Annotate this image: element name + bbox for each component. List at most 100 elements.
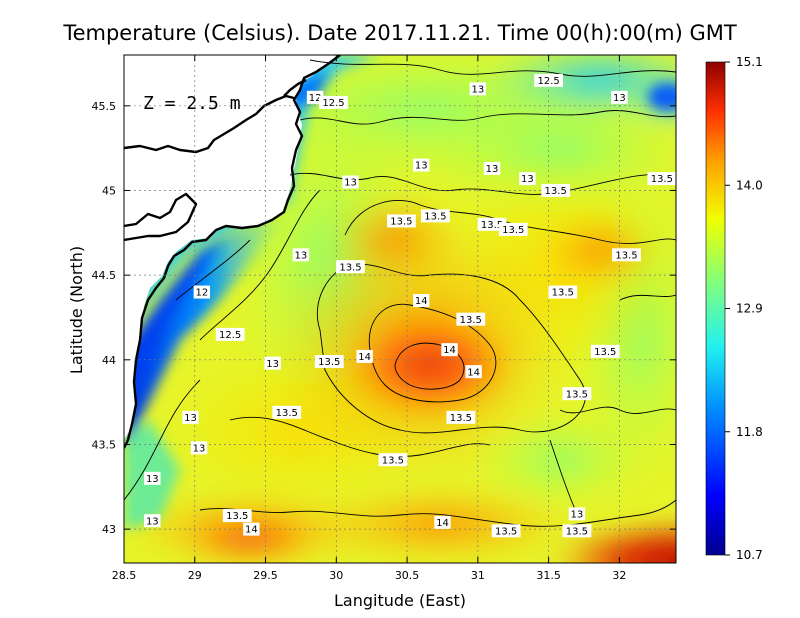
contour-label: 13.5 <box>545 186 567 197</box>
x-tick-label: 30.5 <box>395 569 420 582</box>
contour-label-bg <box>498 222 528 236</box>
x-tick-label: 28.5 <box>112 569 137 582</box>
contour-label: 14 <box>436 518 449 529</box>
colorbar-tick-label: 15.1 <box>736 55 763 69</box>
contour-label: 13 <box>613 93 626 104</box>
contour-label: 13.5 <box>566 526 588 537</box>
contour-label: 13.5 <box>450 413 472 424</box>
contour-label-bg <box>413 294 430 308</box>
y-tick-label: 43.5 <box>92 438 117 451</box>
grid-lines <box>124 55 676 563</box>
colorbar-tick-label: 10.7 <box>736 548 763 562</box>
contour-label: 13.5 <box>424 211 446 222</box>
contour-label-bg <box>264 356 281 370</box>
contour-label: 12 <box>195 288 208 299</box>
contour-label: 13.5 <box>651 174 673 185</box>
contour-label-bg <box>144 471 161 485</box>
contour-lines <box>124 59 676 527</box>
contour-label-bg <box>319 95 348 109</box>
contour-label-bg <box>611 90 628 104</box>
contour-label-bg <box>420 209 450 223</box>
x-tick-label: 29.5 <box>253 569 278 582</box>
contour-label-bg <box>519 172 536 186</box>
x-tick-label: 31 <box>471 569 485 582</box>
contour-label-bg <box>387 214 416 228</box>
contour-label: 13.5 <box>502 225 524 236</box>
contour-label-bg <box>356 349 373 363</box>
x-axis-label: Langitude (East) <box>334 591 466 610</box>
colorbar <box>705 61 726 556</box>
contour-label-bg <box>272 405 302 419</box>
y-tick-label: 45.5 <box>92 100 117 113</box>
contour-label-bg <box>215 327 245 341</box>
contour-label: 13 <box>471 84 484 95</box>
contour-label-bg <box>456 312 486 326</box>
contour-label: 13.5 <box>615 250 637 261</box>
x-tick-label: 31.5 <box>536 569 561 582</box>
contour-label: 13.5 <box>276 408 298 419</box>
contour-label: 13.5 <box>390 217 412 228</box>
x-axis-ticks: 28.5 29 29.5 30 30.5 31 31.5 32 <box>112 55 626 582</box>
contour-label-bg <box>647 172 676 186</box>
contour-label: 13 <box>146 474 159 485</box>
contour-label-bg <box>314 354 344 368</box>
contour-label: 12.5 <box>219 330 241 341</box>
contour-label-bg <box>441 343 458 357</box>
contour-label-bg <box>222 509 252 523</box>
contour-label: 13.5 <box>460 315 482 326</box>
contour-label-bg <box>336 260 365 274</box>
contour-label: 13.5 <box>318 357 340 368</box>
y-tick-label: 45 <box>102 184 116 197</box>
contour-label: 12 <box>309 93 322 104</box>
colorbar-ticks: 15.1 14.0 12.9 11.8 10.7 <box>725 55 763 562</box>
coastline <box>124 55 341 449</box>
contour-label-bg <box>378 453 408 467</box>
plot-frame <box>123 54 677 564</box>
y-tick-label: 43 <box>102 523 116 536</box>
contour-label-bg <box>548 285 578 299</box>
contour-label: 13 <box>295 250 308 261</box>
contour-label: 13.5 <box>226 511 248 522</box>
contour-label: 13.5 <box>495 526 517 537</box>
contour-label-bg <box>413 158 430 172</box>
contour-label-bg <box>483 161 501 175</box>
contour-label-bg <box>342 175 359 189</box>
contour-label: 13 <box>193 443 206 454</box>
contour-label-bg <box>190 441 208 455</box>
colorbar-tick-label: 12.9 <box>736 302 763 316</box>
contour-label-bg <box>562 524 592 538</box>
contour-label-bg <box>612 248 641 262</box>
contour-label-bg <box>182 410 199 424</box>
contour-label-bg <box>193 285 211 299</box>
contour-label: 14 <box>245 525 258 536</box>
contour-label: 13 <box>571 509 584 520</box>
contour-label-bg <box>590 344 620 358</box>
contour-label: 14 <box>467 367 480 378</box>
contour-label: 13.5 <box>382 455 404 466</box>
contour-label: 14 <box>415 296 428 307</box>
contour-label-bg <box>243 522 260 536</box>
contour-label: 12.5 <box>537 76 559 87</box>
contour-label-bg <box>469 82 487 96</box>
contour-label: 14 <box>358 352 371 363</box>
contour-label: 13 <box>344 178 357 189</box>
contour-label: 13 <box>184 413 197 424</box>
y-axis-label: Latitude (North) <box>67 246 86 374</box>
contour-label-bg <box>562 387 592 401</box>
contour-label-bg <box>446 410 476 424</box>
y-axis-ticks: 43 43.5 44 44.5 45 45.5 <box>92 100 676 536</box>
chart-title: Temperature (Celsius). Date 2017.11.21. … <box>62 21 737 45</box>
x-tick-label: 32 <box>612 569 626 582</box>
contour-label: 13 <box>521 174 534 185</box>
depth-label: Z = 2.5 m <box>143 93 241 114</box>
temperature-field <box>124 55 676 563</box>
contour-label-bg <box>144 514 161 528</box>
contour-label: 14 <box>443 345 456 356</box>
contour-label: 13.5 <box>481 220 503 231</box>
contour-label-bg <box>568 507 586 521</box>
contour-label: 13 <box>146 516 159 527</box>
contour-label-bg <box>292 248 310 262</box>
contour-label: 13.5 <box>552 288 574 299</box>
